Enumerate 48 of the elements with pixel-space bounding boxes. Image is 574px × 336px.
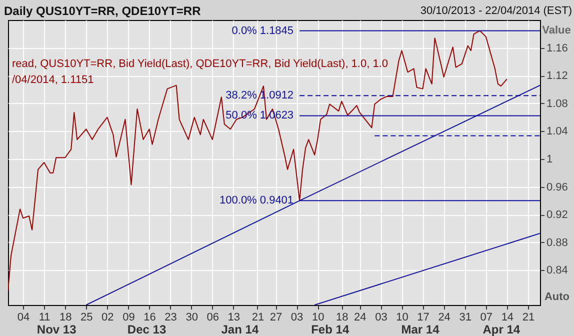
x-tick-label: 03 [290,312,304,324]
x-tick-label: 23 [164,312,177,324]
x2-tick-label: Feb 14 [311,322,350,336]
text: Auto [544,291,570,303]
chart-subtitle: 30/10/2013 - 22/04/2014 (EST) [420,5,572,17]
x-tick-label: 21 [522,312,535,324]
x-tick-label: 16 [144,312,156,324]
x2-tick-label: Dec 13 [127,322,166,336]
x-tick-label: 04 [17,312,30,324]
x-tick-label: 13 [228,312,240,324]
y-tick-label: 0.96 [546,181,568,194]
x-tick-label: 10 [396,312,408,324]
x-tick-label: 18 [336,312,348,324]
y-tick-label: 1.16 [546,42,568,54]
x-tick-label: 07 [480,312,493,324]
x-tick-label: 14 [501,312,514,324]
x2-tick-label: Nov 13 [36,322,77,336]
x-tick-label: 21 [252,312,264,324]
x-tick-label: 17 [417,312,430,324]
x2-tick-label: Mar 14 [401,322,440,336]
x2-tick-label: Jan 14 [221,322,259,336]
x-tick-label: 24 [354,312,366,324]
y-tick-label: 0.92 [546,209,568,222]
y-tick-label: 1.04 [546,126,568,138]
x-tick-label: 18 [59,312,72,324]
x-tick-label: 02 [102,312,114,324]
x-tick-label: 27 [270,312,282,324]
x-tick-label: 25 [80,312,93,324]
x-tick-label: 24 [438,312,450,324]
annotation: 100.0% 0.9401 [220,194,294,207]
x-tick-label: 30 [186,312,198,324]
series-label: read, QUS10YT=RR, Bid Yield(Last), QDE10YT=RR, Bid Yield(Last), 1.0, 1.0 [12,58,388,70]
y-tick-label: 1 [546,154,553,166]
y-tick-label: 0.84 [546,264,568,277]
x2-tick-label: Apr 14 [482,322,520,336]
x-tick-label: 06 [206,312,220,324]
x-tick-label: 10 [312,312,324,324]
y-tick-label: 0.88 [546,236,568,249]
x-tick-label: 11 [38,312,50,324]
chart-title: Daily QUS10YT=RR, QDE10YT=RR [4,4,202,18]
annotation: /04/2014, 1.1151 [12,74,94,86]
x-tick-label: 03 [375,312,388,324]
y-tick-label: 1.12 [546,70,568,82]
x-tick-label: 31 [459,312,472,324]
annotation: 0.0% 1.1845 [232,24,294,37]
x-tick-label: 09 [122,312,135,324]
y-tick-label: 1.08 [546,98,568,110]
y-axis-title: Value [542,24,571,36]
